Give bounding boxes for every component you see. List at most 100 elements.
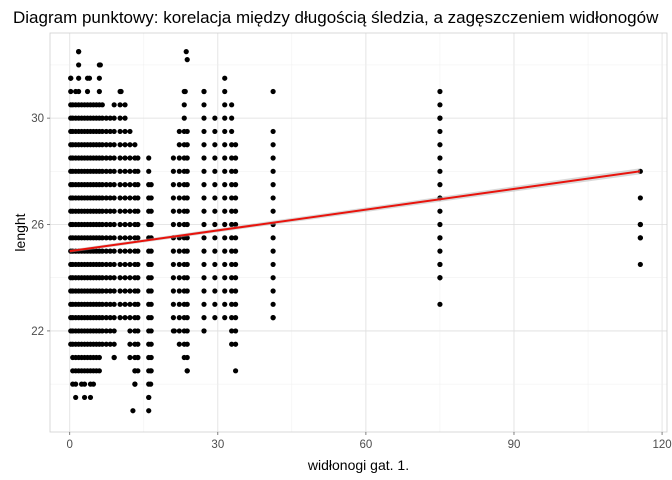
data-point bbox=[170, 195, 176, 201]
y-tick-label: 22 bbox=[31, 326, 44, 338]
data-point bbox=[96, 75, 102, 81]
data-point bbox=[103, 248, 109, 254]
data-point bbox=[103, 288, 109, 294]
data-point bbox=[232, 301, 239, 307]
data-point bbox=[76, 62, 82, 68]
data-point bbox=[232, 208, 239, 214]
data-point bbox=[99, 195, 105, 201]
data-point bbox=[184, 341, 190, 347]
data-point bbox=[232, 288, 239, 294]
data-point bbox=[103, 221, 109, 228]
data-point bbox=[130, 408, 136, 414]
data-point bbox=[99, 261, 105, 268]
data-point bbox=[232, 195, 239, 201]
data-point bbox=[222, 102, 228, 108]
data-point bbox=[637, 261, 643, 268]
data-point bbox=[103, 315, 109, 321]
data-point bbox=[99, 102, 105, 108]
data-point bbox=[99, 275, 105, 281]
data-point bbox=[122, 275, 128, 281]
data-point bbox=[229, 182, 235, 188]
data-point bbox=[107, 221, 113, 228]
data-point bbox=[212, 155, 218, 161]
data-point bbox=[212, 142, 218, 148]
data-point bbox=[146, 168, 152, 174]
data-point bbox=[270, 195, 276, 201]
data-point bbox=[127, 208, 133, 214]
data-point bbox=[132, 381, 138, 387]
data-point bbox=[111, 128, 117, 135]
data-point bbox=[148, 368, 154, 374]
data-point bbox=[176, 288, 182, 294]
data-point bbox=[270, 208, 276, 214]
data-point bbox=[111, 208, 117, 214]
data-point bbox=[122, 195, 128, 201]
data-point bbox=[99, 301, 105, 307]
x-tick-label: 60 bbox=[360, 439, 373, 451]
data-point bbox=[212, 115, 218, 121]
data-point bbox=[270, 155, 276, 161]
data-points bbox=[68, 49, 643, 414]
data-point bbox=[229, 102, 235, 108]
data-point bbox=[127, 128, 133, 135]
data-point bbox=[229, 115, 235, 121]
data-point bbox=[135, 248, 141, 254]
data-point bbox=[148, 288, 154, 294]
data-point bbox=[127, 341, 133, 347]
data-point bbox=[103, 142, 109, 148]
data-point bbox=[212, 315, 218, 321]
y-tick-label: 26 bbox=[31, 220, 44, 232]
data-point bbox=[107, 328, 113, 334]
data-point bbox=[176, 155, 182, 161]
data-point bbox=[111, 328, 117, 334]
data-point bbox=[99, 115, 105, 121]
data-point bbox=[148, 208, 154, 214]
data-point bbox=[97, 62, 103, 68]
data-point bbox=[176, 128, 182, 135]
data-point bbox=[103, 128, 109, 135]
data-point bbox=[127, 168, 133, 174]
data-point bbox=[107, 275, 113, 281]
data-point bbox=[232, 315, 239, 321]
data-point bbox=[184, 328, 190, 334]
data-point bbox=[127, 301, 133, 307]
data-point bbox=[170, 275, 176, 281]
data-point bbox=[122, 248, 128, 254]
data-point bbox=[135, 195, 141, 201]
data-point bbox=[135, 221, 141, 228]
data-point bbox=[111, 341, 117, 347]
data-point bbox=[111, 275, 117, 281]
data-point bbox=[201, 235, 207, 241]
data-point bbox=[222, 195, 228, 201]
data-point bbox=[229, 248, 235, 254]
data-point bbox=[212, 275, 218, 281]
data-point bbox=[222, 155, 228, 161]
data-point bbox=[184, 261, 190, 268]
data-point bbox=[184, 195, 190, 201]
data-point bbox=[270, 88, 276, 95]
data-point bbox=[212, 301, 218, 307]
data-point bbox=[103, 208, 109, 214]
data-point bbox=[229, 235, 235, 241]
data-point bbox=[270, 315, 276, 321]
data-point bbox=[229, 328, 235, 334]
data-point bbox=[135, 354, 141, 361]
data-point bbox=[122, 208, 128, 214]
data-point bbox=[637, 195, 643, 201]
data-point bbox=[176, 341, 182, 347]
data-point bbox=[270, 142, 276, 148]
data-point bbox=[222, 142, 228, 148]
data-point bbox=[111, 155, 117, 161]
data-point bbox=[99, 235, 105, 241]
data-point bbox=[132, 368, 138, 374]
x-tick-label: 120 bbox=[652, 439, 671, 451]
data-point bbox=[184, 221, 190, 228]
data-point bbox=[103, 182, 109, 188]
data-point bbox=[182, 88, 188, 95]
data-point bbox=[212, 182, 218, 188]
data-point bbox=[176, 182, 182, 188]
data-point bbox=[135, 315, 141, 321]
data-point bbox=[73, 394, 79, 401]
data-point bbox=[111, 115, 117, 121]
data-point bbox=[103, 341, 109, 347]
